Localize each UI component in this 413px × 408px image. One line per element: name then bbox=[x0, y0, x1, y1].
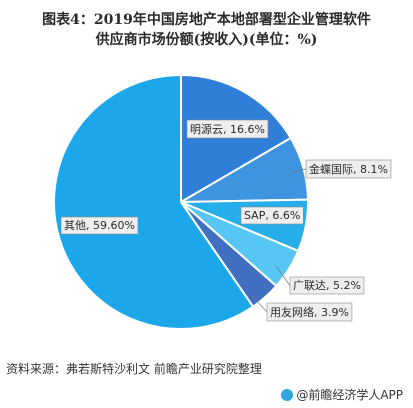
slice-label-box-2 bbox=[240, 206, 304, 225]
source-note: 资料来源：弗若斯特沙利文 前瞻产业研究院整理 bbox=[6, 362, 262, 376]
pie-slices bbox=[53, 73, 309, 330]
slice-label-5: 其他, 59.60% bbox=[64, 219, 135, 232]
brand-text: @前瞻经济学人APP bbox=[296, 388, 403, 402]
brand-footer: @前瞻经济学人APP bbox=[281, 386, 403, 403]
chart-title: 图表4：2019年中国房地产本地部署型企业管理软件 供应商市场份额(按收入)(单… bbox=[0, 10, 413, 50]
leader-line-4 bbox=[251, 295, 268, 313]
slice-label-box-3 bbox=[289, 276, 365, 295]
pie-slice-0 bbox=[180, 73, 293, 204]
slice-label-3: 广联达, 5.2% bbox=[293, 279, 361, 292]
slice-label-box-4 bbox=[266, 302, 353, 322]
title-line-1: 图表4：2019年中国房地产本地部署型企业管理软件 bbox=[42, 12, 371, 28]
slice-labels: 明源云, 16.6% 金蝶国际, 8.1% SAP, 6.6% 广联达, 5.2% 用友… bbox=[60, 119, 392, 322]
title-line-2: 供应商市场份额(按收入)(单位：%) bbox=[95, 32, 318, 48]
slice-label-0: 明源云, 16.6% bbox=[190, 122, 265, 136]
slice-label-box-1 bbox=[305, 159, 392, 179]
slice-label-1: 金蝶国际, 8.1% bbox=[309, 162, 388, 176]
pie-slice-5 bbox=[53, 73, 255, 330]
leader-line-3 bbox=[275, 265, 291, 286]
slice-label-box-0 bbox=[186, 119, 269, 139]
slice-label-2: SAP, 6.6% bbox=[244, 209, 300, 222]
brand-logo-icon bbox=[281, 388, 294, 401]
leader-line-1 bbox=[291, 168, 307, 173]
slice-label-4: 用友网络, 3.9% bbox=[270, 305, 349, 319]
slice-label-box-5 bbox=[60, 216, 139, 235]
